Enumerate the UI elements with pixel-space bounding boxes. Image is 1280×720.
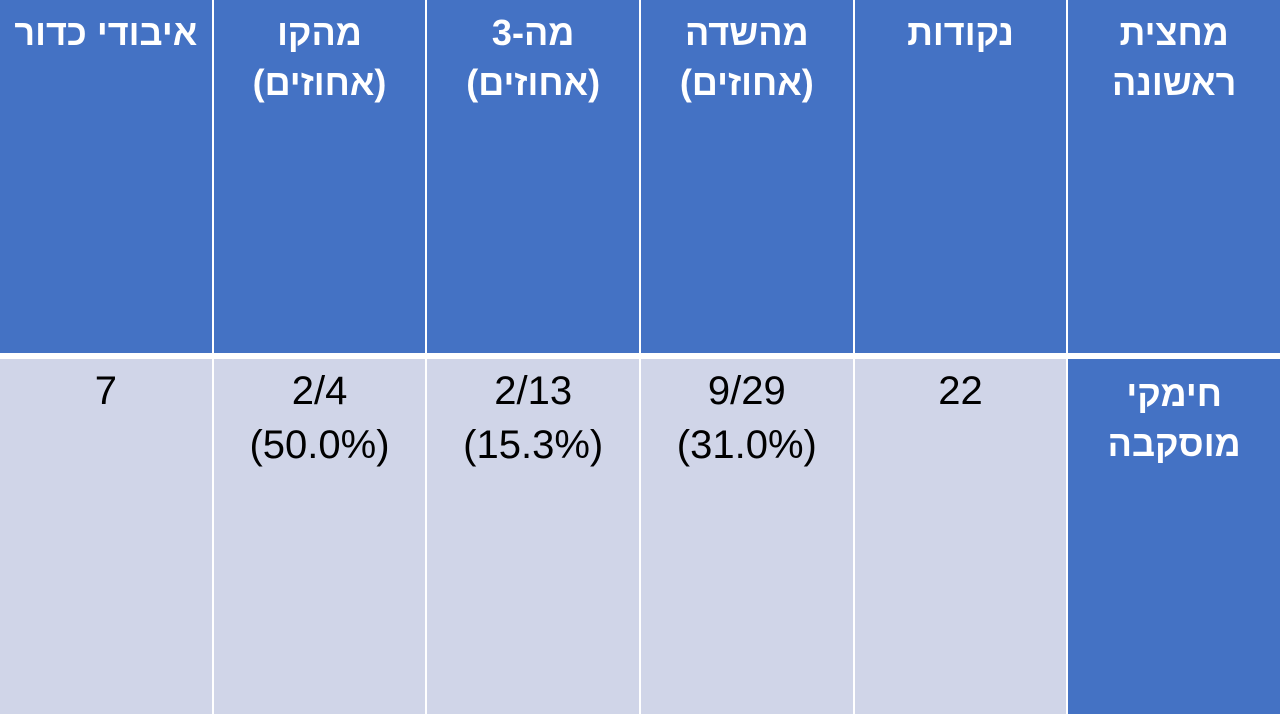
- cell-points: 22: [854, 359, 1067, 714]
- cell-free-throws: 2/4 (50.0%): [213, 359, 426, 714]
- field-goals-percent: (31.0%): [676, 423, 817, 467]
- cell-turnovers: 7: [0, 359, 212, 714]
- free-throws-percent: (50.0%): [249, 423, 390, 467]
- header-turnovers: איבודי כדור: [0, 0, 212, 353]
- field-goals-fraction: 9/29: [707, 369, 786, 413]
- free-throws-fraction: 2/4: [291, 369, 348, 413]
- three-pointers-percent: (15.3%): [463, 423, 604, 467]
- header-first-half: מחצית ראשונה: [1068, 0, 1280, 353]
- header-three-pointers-pct: מה-3 (אחוזים): [427, 0, 639, 353]
- header-field-goals-pct: מהשדה (אחוזים): [641, 0, 853, 353]
- header-free-throws-pct: מהקו (אחוזים): [213, 0, 426, 353]
- cell-three-pointers: 2/13 (15.3%): [427, 359, 639, 714]
- header-points: נקודות: [854, 0, 1067, 353]
- cell-team-name: חימקי מוסקבה: [1068, 359, 1280, 714]
- three-pointers-fraction: 2/13: [494, 369, 573, 413]
- cell-field-goals: 9/29 (31.0%): [641, 359, 853, 714]
